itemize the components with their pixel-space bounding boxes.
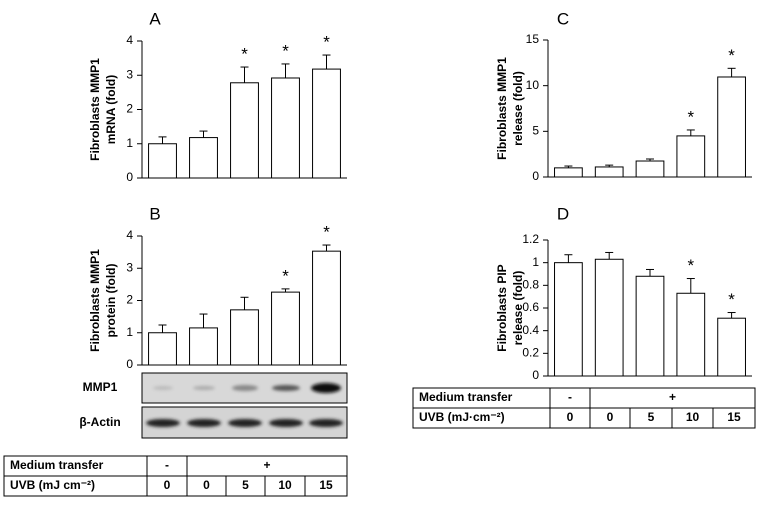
table-cell: UVB (mJ·cm⁻²) [419, 410, 505, 424]
table-cell: - [165, 458, 169, 472]
y-axis-label: protein (fold) [104, 264, 118, 338]
y-axis-label: release (fold) [511, 271, 525, 346]
table-cell: - [568, 390, 572, 404]
bar [594, 166, 624, 178]
y-tick-label: 1 [126, 325, 133, 339]
y-tick-label: 0.2 [522, 346, 539, 360]
y-tick-label: 3 [126, 260, 133, 274]
table-cell: UVB (mJ cm⁻²) [10, 478, 95, 492]
significance-marker: * [323, 33, 330, 52]
y-tick-label: 2 [126, 293, 133, 307]
y-tick-label: 0 [532, 368, 539, 382]
panel-label: A [149, 9, 161, 28]
significance-marker: * [728, 290, 735, 309]
bar [635, 275, 665, 377]
table-cell: 0 [607, 410, 614, 424]
table-cell: + [263, 458, 270, 472]
table-cell: 10 [686, 410, 700, 424]
bar [554, 262, 583, 377]
bar [676, 135, 706, 178]
y-tick-label: 0 [126, 170, 133, 184]
y-tick-label: 2 [126, 102, 133, 116]
y-axis-label: release (fold) [511, 71, 525, 146]
blot-bands [146, 383, 343, 427]
table-cell: 0 [567, 410, 574, 424]
bar [594, 258, 624, 377]
table-cell: 15 [727, 410, 741, 424]
table-cell: Medium transfer [10, 458, 104, 472]
y-tick-label: 5 [532, 124, 539, 138]
table-cell: 10 [278, 478, 292, 492]
bar [312, 68, 341, 179]
significance-marker: * [687, 256, 694, 275]
bar [189, 327, 218, 366]
bar [676, 292, 706, 377]
significance-marker: * [687, 107, 694, 126]
bar [554, 167, 583, 178]
y-tick-label: 0 [532, 169, 539, 183]
y-tick-label: 15 [526, 32, 540, 46]
y-tick-label: 1 [126, 136, 133, 150]
y-axis-label: Fibroblasts MMP1 [495, 57, 509, 160]
bar [189, 137, 218, 179]
bar [717, 317, 746, 377]
significance-marker: * [241, 45, 248, 64]
y-tick-label: 10 [526, 78, 540, 92]
y-tick-label: 0.4 [522, 323, 539, 337]
blot-label: β-Actin [79, 415, 120, 429]
y-axis-label: Fibroblasts MMP1 [88, 249, 102, 352]
bar [148, 332, 177, 366]
bar [271, 77, 300, 179]
y-tick-label: 1 [532, 255, 539, 269]
y-axis-label: Fibroblasts PIP [495, 264, 509, 351]
table-cell: 5 [648, 410, 655, 424]
bar [717, 76, 746, 178]
bar [312, 250, 341, 366]
table-cell: 0 [203, 478, 210, 492]
significance-marker: * [323, 223, 330, 242]
table-cell: + [669, 390, 676, 404]
bar [635, 160, 665, 178]
panel-label: B [149, 204, 160, 223]
table-cell: 5 [242, 478, 249, 492]
y-tick-label: 1.2 [522, 232, 539, 246]
bar [230, 309, 259, 366]
bar [230, 82, 259, 179]
table-cell: Medium transfer [419, 390, 513, 404]
y-tick-label: 3 [126, 67, 133, 81]
significance-marker: * [728, 46, 735, 65]
y-tick-label: 0.8 [522, 278, 539, 292]
bar [148, 143, 177, 179]
panel-label: C [557, 9, 569, 28]
y-axis-label: Fibroblasts MMP1 [88, 58, 102, 161]
y-tick-label: 0.6 [522, 300, 539, 314]
y-axis-label: mRNA (fold) [104, 75, 118, 145]
blot-label: MMP1 [83, 380, 118, 394]
significance-marker: * [282, 266, 289, 285]
y-tick-label: 0 [126, 357, 133, 371]
y-tick-label: 4 [126, 228, 133, 242]
table-cell: 15 [319, 478, 333, 492]
table-cell: 0 [164, 478, 171, 492]
significance-marker: * [282, 41, 289, 60]
panel-label: D [557, 204, 569, 223]
bar [271, 291, 300, 366]
y-tick-label: 4 [126, 33, 133, 47]
